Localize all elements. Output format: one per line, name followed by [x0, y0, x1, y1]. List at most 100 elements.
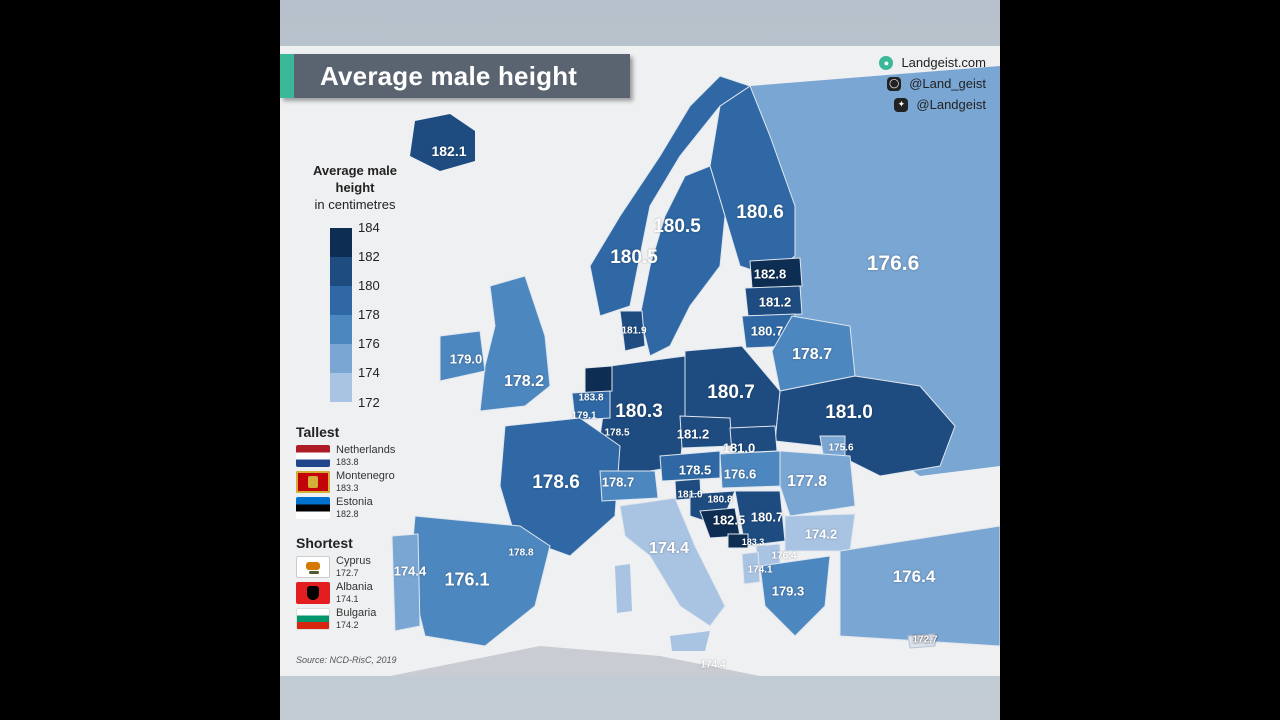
entry-value: 172.7: [336, 568, 359, 578]
region-estonia: [749, 257, 803, 289]
legend-step-6: [330, 373, 352, 402]
social-twitter[interactable]: ✦ @Landgeist: [879, 94, 986, 115]
label-france: 178.6: [532, 472, 580, 493]
label-uk: 178.2: [503, 373, 545, 390]
label-sweden: 180.5: [610, 247, 658, 268]
label-montenegro: 183.3: [741, 537, 765, 547]
region-italy: [619, 497, 726, 627]
region-turkey: [839, 525, 1000, 647]
label-latvia: 181.2: [758, 294, 792, 310]
region-montenegro: [727, 533, 749, 549]
label-croatia: 180.8: [707, 494, 733, 506]
entry-name: Bulgaria: [336, 607, 377, 619]
label-malta: 174.4: [700, 659, 726, 671]
region-latvia: [744, 285, 803, 317]
label-poland: 180.7: [707, 382, 755, 403]
label-bulgaria: 174.2: [804, 526, 838, 542]
label-lithuania: 180.7: [750, 323, 784, 339]
label-italy: 174.4: [648, 540, 690, 557]
entry-name: Montenegro: [336, 470, 395, 482]
label-north-macedonia: 176.4: [771, 550, 797, 562]
entry-name: Estonia: [336, 496, 373, 508]
twitter-icon: ✦: [894, 97, 909, 112]
label-belgium: 179.1: [571, 410, 597, 422]
entry-name: Cyprus: [336, 555, 371, 567]
label-switzerland: 178.7: [601, 474, 635, 490]
label-estonia: 182.8: [753, 266, 787, 282]
montenegro-flag: [296, 471, 330, 493]
region-uk: [479, 275, 551, 412]
title-accent: [280, 54, 294, 98]
video-frame: 182.1 180.5 180.5 180.6 176.6 182.8 181.…: [280, 0, 1000, 720]
region-austria: [659, 450, 721, 482]
label-andorra: 178.8: [508, 547, 534, 559]
label-belarus: 178.7: [791, 346, 833, 363]
region-netherlands: [584, 365, 613, 394]
legend-step-1: [330, 228, 352, 257]
label-slovakia: 181.0: [722, 440, 756, 456]
label-austria: 178.5: [678, 462, 712, 478]
source-note: Source: NCD-RisC, 2019: [296, 655, 397, 665]
instagram-label: @Land_geist: [909, 76, 986, 91]
legend-subtitle: in centimetres: [314, 197, 396, 212]
label-hungary: 176.6: [723, 466, 757, 482]
region-greece: [759, 555, 831, 637]
legend-step-3: [330, 286, 352, 315]
label-greece: 179.3: [771, 583, 805, 599]
legend-tick-178: 178: [358, 307, 380, 322]
region-north-africa: [390, 646, 760, 676]
label-russia: 176.6: [866, 252, 920, 275]
region-sardinia: [615, 564, 632, 613]
region-ireland: [439, 330, 486, 382]
entry-name: Albania: [336, 581, 373, 593]
landgeist-logo-icon: ●: [879, 55, 894, 70]
entry-value: 182.8: [336, 509, 359, 519]
legend-tick-182: 182: [358, 249, 380, 264]
social-instagram[interactable]: ◯ @Land_geist: [879, 73, 986, 94]
region-iceland: [410, 114, 475, 171]
netherlands-flag: [296, 445, 330, 467]
region-portugal: [391, 533, 421, 632]
social-links: ● Landgeist.com ◯ @Land_geist ✦ @Landgei…: [879, 52, 986, 115]
instagram-icon: ◯: [887, 76, 902, 91]
entry-name: Netherlands: [336, 444, 396, 456]
label-germany: 180.3: [615, 401, 663, 422]
legend-step-4: [330, 315, 352, 344]
label-turkey: 176.4: [892, 567, 936, 586]
region-ukraine: [774, 375, 956, 477]
region-belgium: [571, 390, 611, 421]
entry-value: 174.1: [336, 594, 359, 604]
legend-color-scale: [330, 228, 352, 402]
region-switzerland: [599, 470, 659, 502]
region-albania: [741, 551, 761, 585]
legend-tick-184: 184: [358, 220, 380, 235]
label-portugal: 174.4: [393, 563, 427, 579]
cyprus-flag: [296, 556, 330, 578]
twitter-label: @Landgeist: [916, 97, 986, 112]
region-russia: [750, 66, 1000, 476]
region-sicily: [670, 631, 710, 651]
label-czechia: 181.2: [676, 426, 710, 442]
legend-tick-176: 176: [358, 336, 380, 351]
estonia-flag: [296, 497, 330, 519]
label-luxembourg: 178.5: [604, 427, 630, 439]
shortest-heading: Shortest: [296, 535, 353, 551]
legend-tick-172: 172: [358, 395, 380, 410]
label-denmark: 181.9: [621, 325, 647, 337]
label-spain: 176.1: [444, 569, 490, 590]
social-website[interactable]: ● Landgeist.com: [879, 52, 986, 73]
map-infographic: 182.1 180.5 180.5 180.6 176.6 182.8 181.…: [280, 46, 1000, 676]
label-iceland: 182.1: [431, 143, 467, 159]
website-label: Landgeist.com: [901, 55, 986, 70]
region-romania: [779, 450, 856, 517]
label-serbia: 180.7: [750, 509, 784, 525]
region-france: [499, 417, 621, 557]
legend-tick-180: 180: [358, 278, 380, 293]
label-ukraine: 181.0: [825, 402, 873, 423]
label-netherlands: 183.8: [578, 392, 604, 404]
entry-value: 174.2: [336, 620, 359, 630]
label-slovenia: 181.0: [677, 489, 703, 501]
title-banner: Average male height: [280, 54, 630, 98]
legend-tick-174: 174: [358, 365, 380, 380]
label-ireland: 179.0: [449, 351, 483, 367]
